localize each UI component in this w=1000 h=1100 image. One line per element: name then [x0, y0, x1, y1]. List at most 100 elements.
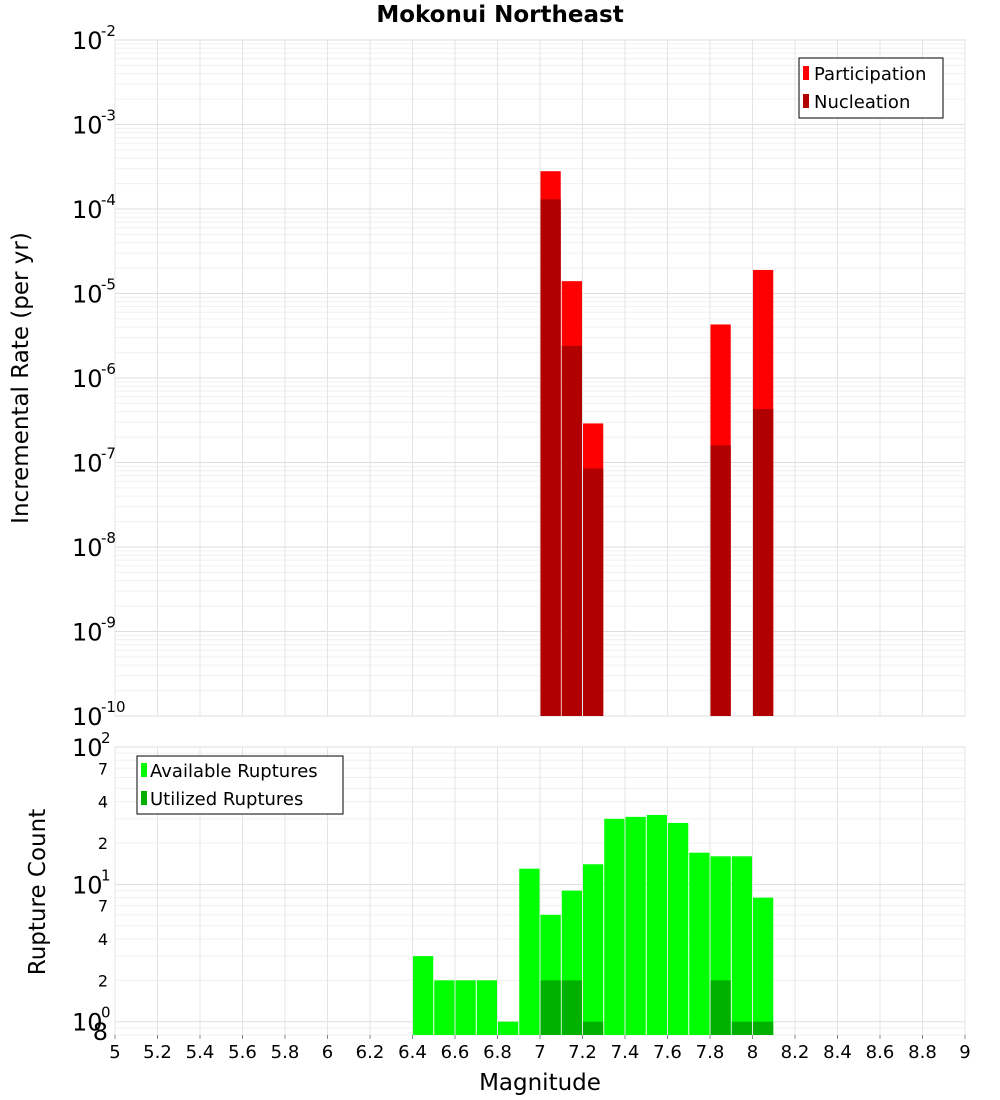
- bottom-y-tick-label: 101: [72, 866, 111, 899]
- utilized-ruptures-bar: [753, 1021, 774, 1035]
- available-ruptures-bar: [498, 1021, 519, 1035]
- legend-label-utilized: Utilized Ruptures: [150, 789, 303, 810]
- bottom-legend-box: [136, 755, 344, 815]
- nucleation-bar: [561, 345, 582, 716]
- x-tick-label: 6.6: [441, 1042, 470, 1063]
- tick-exponent: -7: [101, 445, 116, 463]
- x-tick-label: 8.8: [908, 1042, 937, 1063]
- available-ruptures-bar: [668, 822, 689, 1035]
- tick-base: 10: [72, 196, 103, 224]
- bottom-x-ticks: 5 5.2 5.4 5.6 5.8 6 6.2 6.4 6.6 6.8 7 7.2 7.4 7.6 7.8 8…: [109, 1035, 971, 1063]
- bottom-y-minor-tick-label: 7: [98, 759, 108, 778]
- tick-base: 10: [72, 112, 103, 140]
- legend-swatch-nucleation: [803, 94, 809, 108]
- x-tick-label: 6.8: [483, 1042, 512, 1063]
- tick-exponent: -2: [101, 22, 116, 40]
- tick-exponent: -4: [101, 191, 116, 209]
- utilized-ruptures-bar: [731, 1021, 752, 1035]
- available-ruptures-bar: [519, 868, 540, 1035]
- utilized-ruptures-bar: [710, 980, 731, 1035]
- available-ruptures-bar: [413, 956, 434, 1035]
- top-y-axis-label: Incremental Rate (per yr): [8, 232, 34, 524]
- x-tick-label: 5.8: [271, 1042, 300, 1063]
- x-tick-label: 6.2: [356, 1042, 385, 1063]
- legend-label-available: Available Ruptures: [150, 761, 318, 782]
- x-tick-label: 7.6: [653, 1042, 682, 1063]
- top-y-tick-label: 10-4: [72, 191, 116, 224]
- nucleation-bar: [540, 199, 561, 717]
- top-bars: [540, 171, 774, 717]
- tick-base: 10: [72, 534, 103, 562]
- nucleation-bar: [753, 408, 774, 716]
- nucleation-bar: [710, 445, 731, 716]
- tick-base: 10: [72, 871, 103, 899]
- legend-label-nucleation: Nucleation: [814, 92, 910, 113]
- tick-base: 10: [72, 27, 103, 55]
- available-ruptures-bar: [731, 856, 752, 1035]
- top-y-tick-label: 10-8: [72, 529, 116, 562]
- bottom-y-tick-label: 102: [72, 729, 111, 762]
- tick-base: 10: [72, 1009, 103, 1037]
- bottom-bars: [413, 814, 774, 1035]
- available-ruptures-bar: [434, 980, 455, 1035]
- available-ruptures-bar: [646, 814, 667, 1035]
- tick-exponent: 2: [101, 729, 111, 747]
- bottom-y-minor-tick-label: 8: [93, 1018, 108, 1046]
- x-axis-label: Magnitude: [479, 1070, 601, 1096]
- x-tick-label: 5.4: [186, 1042, 215, 1063]
- x-tick-label: 7.8: [696, 1042, 725, 1063]
- x-tick-label: 7: [534, 1042, 545, 1063]
- bottom-y-minor-tick-label: 2: [98, 834, 108, 853]
- top-legend: Participation Nucleation: [798, 57, 944, 119]
- legend-swatch-utilized: [141, 791, 147, 805]
- tick-exponent: -6: [101, 360, 116, 378]
- top-y-tick-label: 10-9: [72, 614, 116, 647]
- utilized-ruptures-bar: [583, 1021, 604, 1035]
- bottom-y-minor-tick-label: 4: [98, 793, 108, 812]
- x-tick-label: 8: [747, 1042, 758, 1063]
- tick-base: 10: [72, 450, 103, 478]
- x-tick-label: 8.6: [866, 1042, 895, 1063]
- x-tick-label: 8.4: [823, 1042, 852, 1063]
- utilized-ruptures-bar: [561, 980, 582, 1035]
- tick-exponent: -3: [101, 107, 116, 125]
- bottom-y-minor-tick-label: 4: [98, 930, 108, 949]
- tick-exponent: 0: [101, 1004, 111, 1022]
- x-tick-label: 5.6: [228, 1042, 257, 1063]
- x-tick-label: 5.2: [143, 1042, 172, 1063]
- tick-base: 10: [72, 734, 103, 762]
- tick-base: 10: [72, 703, 103, 731]
- legend-swatch-participation: [803, 66, 809, 80]
- x-tick-label: 5: [109, 1042, 120, 1063]
- x-tick-label: 6.4: [398, 1042, 427, 1063]
- x-tick-label: 7.4: [611, 1042, 640, 1063]
- available-ruptures-bar: [625, 816, 646, 1035]
- top-y-tick-label: 10-2: [72, 22, 116, 55]
- top-y-tick-label: 10-3: [72, 107, 116, 140]
- tick-base: 10: [72, 281, 103, 309]
- bottom-y-minor-tick-label: 7: [98, 897, 108, 916]
- available-ruptures-bar: [476, 980, 497, 1035]
- x-tick-label: 8.2: [781, 1042, 810, 1063]
- top-y-tick-label: 10-5: [72, 276, 116, 309]
- utilized-ruptures-bar: [540, 980, 561, 1035]
- bottom-y-axis-label: Rupture Count: [25, 809, 51, 975]
- nucleation-bar: [583, 468, 604, 716]
- legend-swatch-available: [141, 763, 147, 777]
- available-ruptures-bar: [753, 897, 774, 1035]
- top-y-tick-label: 10-7: [72, 445, 116, 478]
- top-y-tick-label: 10-10: [72, 698, 126, 731]
- tick-exponent: 1: [101, 866, 111, 884]
- x-tick-label: 6: [322, 1042, 333, 1063]
- available-ruptures-bar: [689, 852, 710, 1035]
- tick-base: 10: [72, 365, 103, 393]
- x-tick-label: 9: [959, 1042, 970, 1063]
- bottom-y-minor-tick-label: 2: [98, 971, 108, 990]
- legend-label-participation: Participation: [814, 64, 926, 85]
- bottom-legend: Available Ruptures Utilized Ruptures: [136, 755, 344, 815]
- available-ruptures-bar: [583, 864, 604, 1035]
